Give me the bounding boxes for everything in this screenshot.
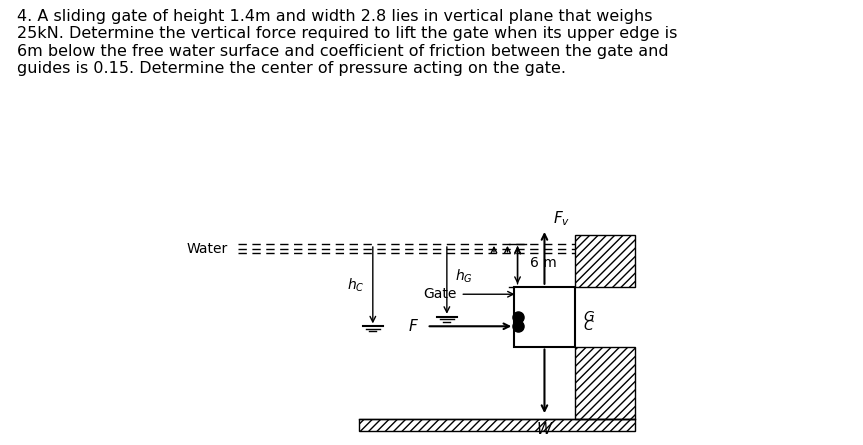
Text: 6 m: 6 m [530,256,557,270]
Bar [575,347,635,419]
Text: $h_G$: $h_G$ [455,267,473,285]
Bar [575,235,635,287]
Text: $G$: $G$ [583,310,595,324]
Text: $h_C$: $h_C$ [347,276,365,294]
Text: Water: Water [187,242,228,256]
Text: $F$: $F$ [407,318,419,334]
Text: Gate: Gate [424,287,457,301]
Text: $W$: $W$ [536,421,553,437]
Text: 4. A sliding gate of height 1.4m and width 2.8 lies in vertical plane that weigh: 4. A sliding gate of height 1.4m and wid… [17,9,677,76]
Text: $F_v$: $F_v$ [552,209,570,228]
Bar [514,287,575,347]
Text: $C$: $C$ [583,319,595,333]
Bar [359,419,635,431]
